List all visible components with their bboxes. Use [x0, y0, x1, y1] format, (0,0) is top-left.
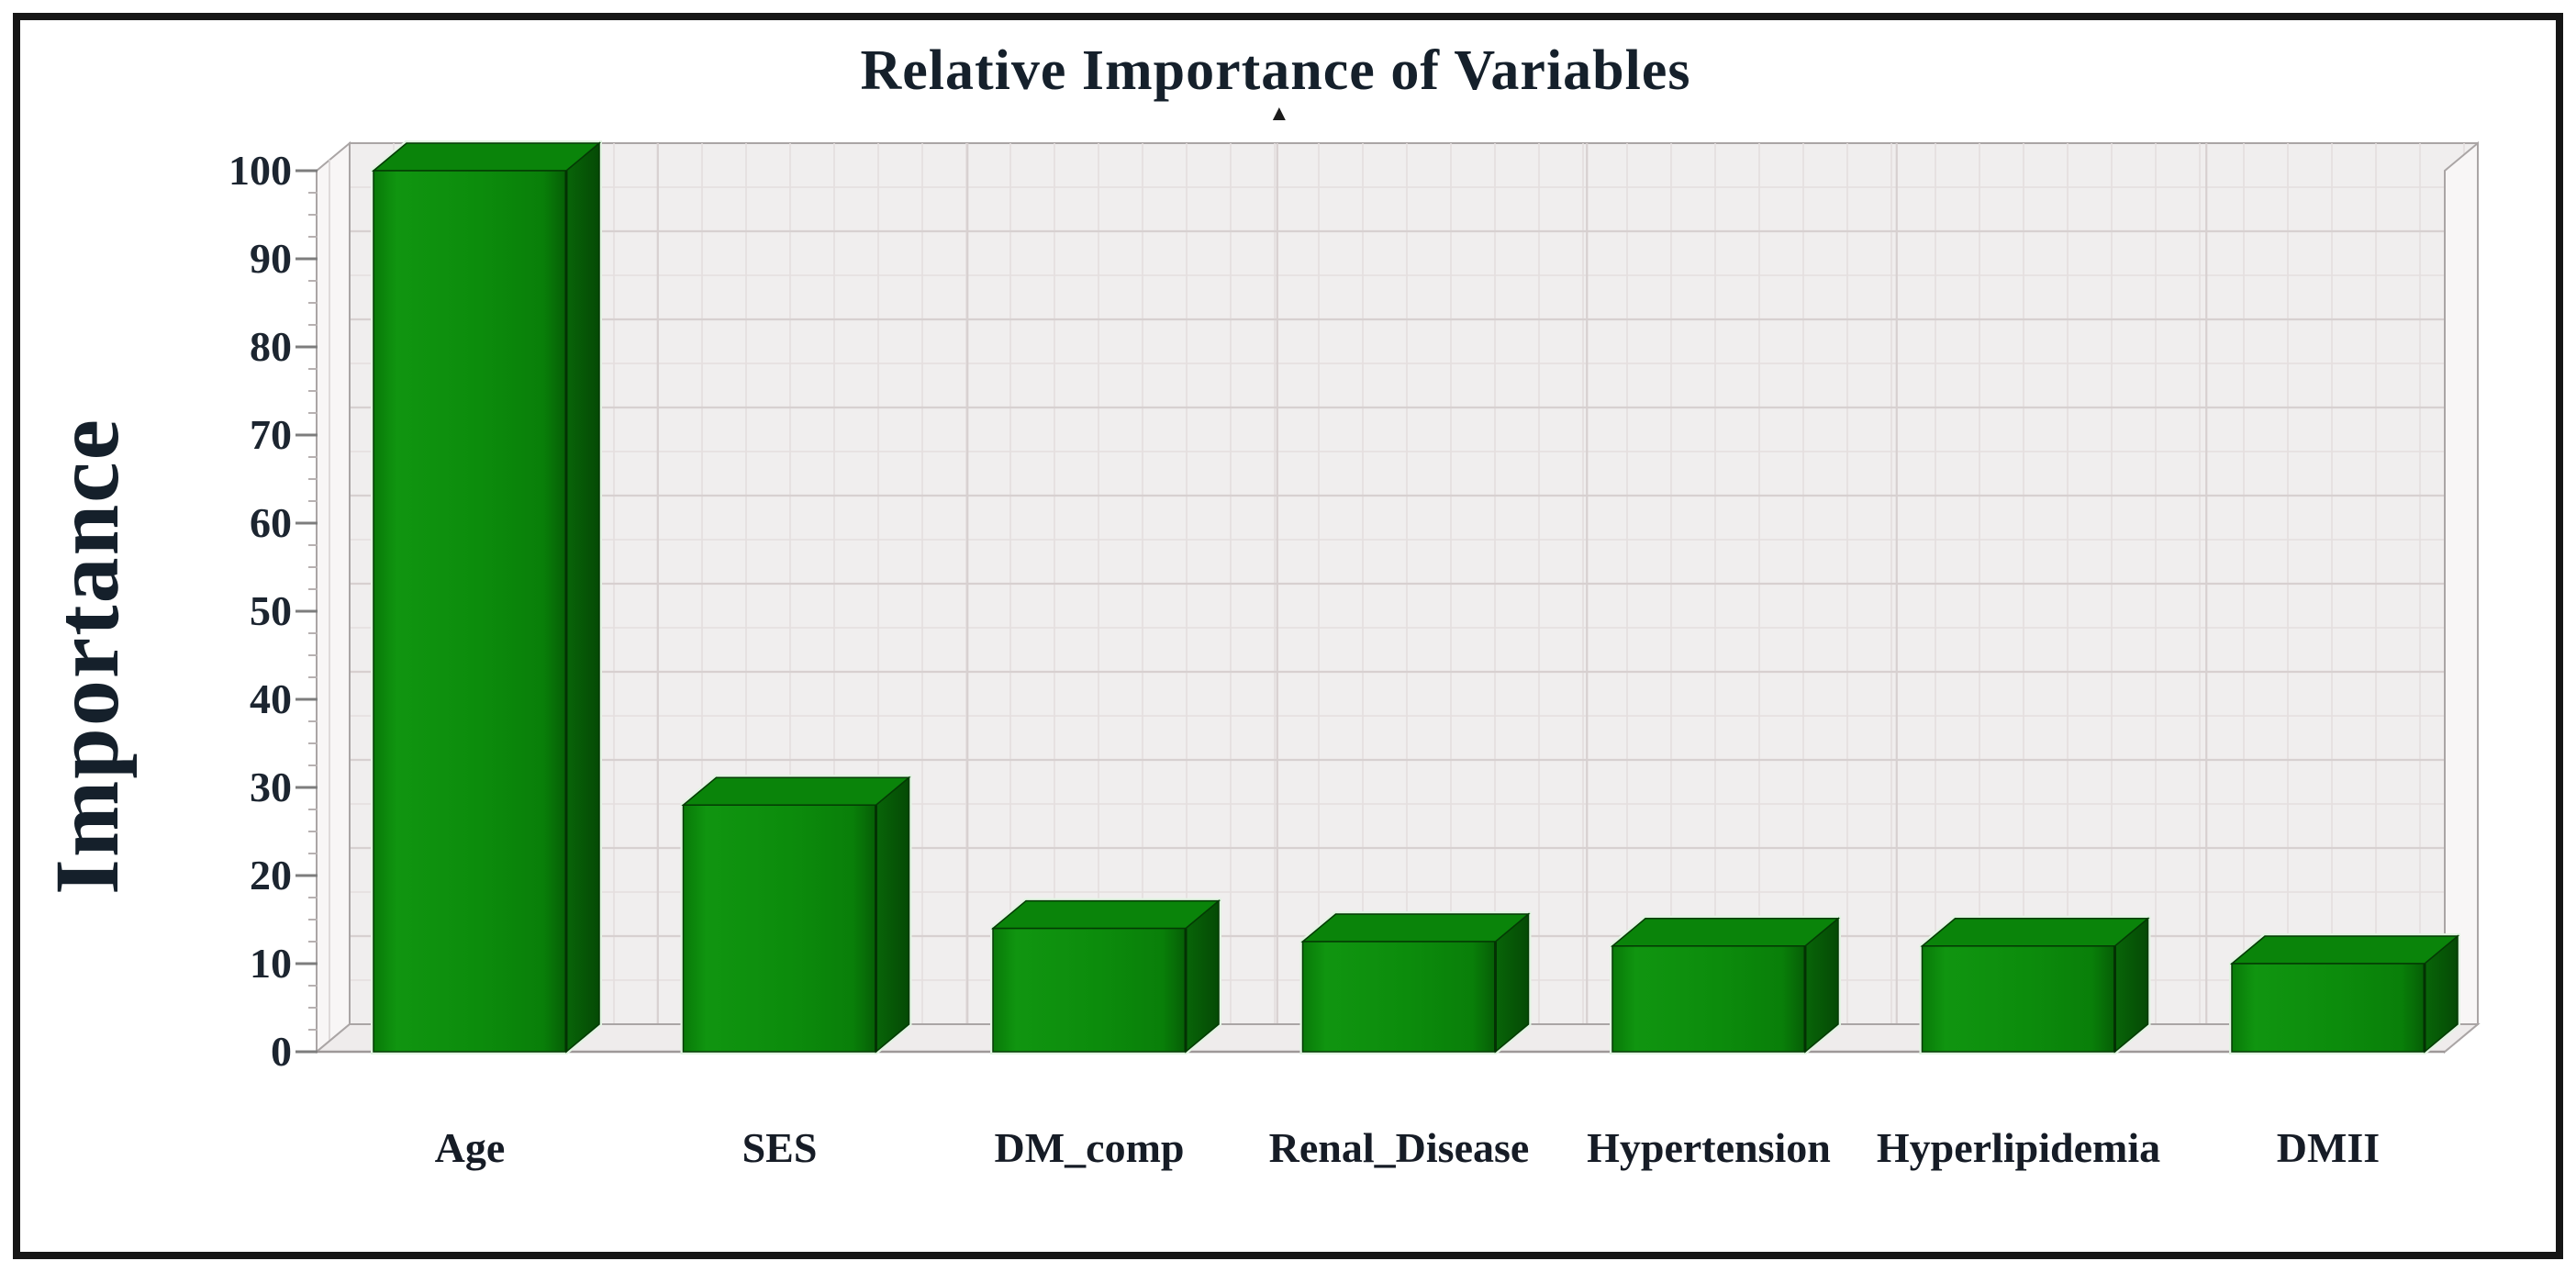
bar-renal_disease — [1299, 911, 1532, 1054]
bar-side-face — [565, 141, 600, 1054]
y-tick-label-0: 0 — [271, 1028, 292, 1075]
y-tick-label-60: 60 — [250, 499, 292, 546]
y-axis-title: Importance — [36, 418, 138, 895]
y-tick-label-80: 80 — [250, 323, 292, 370]
bar-front-face — [1921, 945, 2116, 1053]
bar-top-face — [990, 899, 1221, 930]
x-category-label-hyperlipidemia: Hyperlipidemia — [1876, 1124, 2161, 1171]
bar-top-face — [1920, 918, 2150, 947]
plot-right-wall — [2444, 140, 2479, 1054]
x-category-label-hypertension: Hypertension — [1587, 1124, 1831, 1171]
x-category-label-renal_disease: Renal_Disease — [1268, 1124, 1530, 1171]
bar-top-face — [371, 142, 602, 172]
bar-front-face — [2231, 963, 2425, 1053]
bar-front-face — [682, 804, 877, 1053]
bar-ses — [680, 775, 912, 1054]
caret-artifact-icon: ▲ — [1268, 102, 1290, 126]
bar-front-face — [992, 927, 1187, 1053]
x-category-label-age: Age — [434, 1124, 506, 1171]
bar-front-face — [1611, 945, 1806, 1053]
y-tick-label-100: 100 — [229, 147, 292, 194]
bar-side-face — [875, 775, 910, 1054]
y-tick-label-30: 30 — [250, 764, 292, 810]
x-category-label-dmii: DMII — [2276, 1124, 2381, 1171]
bar-dm_comp — [990, 898, 1221, 1054]
bar-top-face — [2229, 935, 2460, 965]
x-category-label-ses: SES — [742, 1124, 818, 1171]
plot-left-wall — [316, 140, 351, 1054]
bar-front-face — [373, 170, 567, 1053]
x-category-label-dm_comp: DM_comp — [994, 1124, 1185, 1171]
bar-top-face — [681, 776, 911, 806]
y-tick-label-50: 50 — [250, 587, 292, 634]
bar-dmii — [2229, 933, 2460, 1054]
y-tick-label-90: 90 — [250, 235, 292, 282]
y-tick-label-10: 10 — [250, 940, 292, 987]
y-tick-label-70: 70 — [250, 411, 292, 458]
bar-top-face — [1300, 913, 1531, 943]
y-tick-label-20: 20 — [250, 852, 292, 898]
y-tick-label-40: 40 — [250, 675, 292, 722]
bar-hyperlipidemia — [1919, 915, 2151, 1054]
bar-age — [371, 140, 602, 1054]
bar-top-face — [1610, 918, 1841, 947]
bar-front-face — [1301, 941, 1497, 1053]
chart-title: Relative Importance of Variables — [860, 39, 1691, 102]
bar-hypertension — [1610, 915, 1841, 1054]
